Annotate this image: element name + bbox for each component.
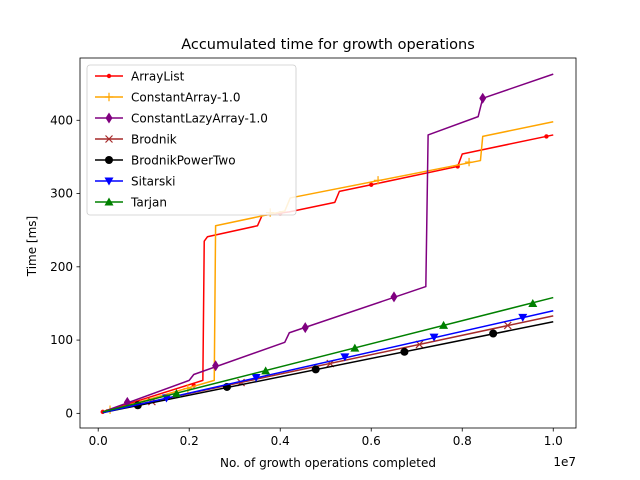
data-point-brodnikpowertwo-3 bbox=[400, 347, 409, 356]
legend-marker-constantlazyarray-1-0 bbox=[105, 112, 113, 124]
data-point-sitarski-4 bbox=[518, 313, 528, 322]
legend-item-brodnikpowertwo: BrodnikPowerTwo bbox=[95, 154, 236, 168]
legend-box bbox=[86, 64, 297, 216]
data-point-constantlazyarray-1-0-4 bbox=[479, 92, 487, 104]
legend-marker-brodnikpowertwo bbox=[105, 156, 113, 164]
x-tick-label-1: 0.2 bbox=[180, 434, 199, 448]
legend-item-arraylist: ArrayList bbox=[95, 70, 185, 84]
plot-area bbox=[100, 73, 554, 415]
data-point-tarjan-3 bbox=[439, 320, 449, 329]
series-brodnikpowertwo bbox=[102, 321, 554, 414]
data-point-sitarski-2 bbox=[340, 353, 350, 362]
series-line-constantlazyarray-1-0 bbox=[102, 73, 554, 413]
data-point-constantarray-1-0-1 bbox=[183, 384, 193, 393]
series-sitarski bbox=[102, 310, 554, 414]
legend-label-sitarski: Sitarski bbox=[131, 175, 175, 189]
y-tick-label-4: 400 bbox=[50, 113, 73, 127]
y-tick-label-1: 100 bbox=[50, 333, 73, 347]
legend-item-sitarski: Sitarski bbox=[95, 175, 175, 189]
axes-frame bbox=[79, 57, 577, 429]
data-point-tarjan-1 bbox=[261, 366, 271, 375]
x-axis-label: No. of growth operations completed bbox=[220, 456, 436, 470]
axes: 0.0 0.2 0.4 0.6 0.8 1.0 0 100 200 300 400 bbox=[50, 57, 577, 448]
y-tick-label-0: 0 bbox=[65, 406, 73, 420]
x-tick-label-5: 1.0 bbox=[544, 434, 563, 448]
legend-marker-tarjan bbox=[104, 197, 114, 206]
data-point-brodnik-4 bbox=[503, 321, 512, 330]
data-point-brodnikpowertwo-2 bbox=[311, 365, 320, 374]
legend-item-constantlazyarray-1-0: ConstantLazyArray-1.0 bbox=[95, 112, 268, 126]
y-axis-label: Time [ms] bbox=[25, 216, 39, 278]
y-tick-label-2: 200 bbox=[50, 260, 73, 274]
data-point-tarjan-2 bbox=[350, 343, 360, 352]
data-point-tarjan-4 bbox=[528, 298, 538, 307]
data-point-constantarray-1-0-3 bbox=[373, 176, 383, 185]
legend-label-arraylist: ArrayList bbox=[131, 70, 185, 84]
x-tick-label-0: 0.0 bbox=[89, 434, 108, 448]
data-point-arraylist-3 bbox=[369, 182, 374, 187]
legend-label-brodnik: Brodnik bbox=[131, 133, 177, 147]
legend-marker-arraylist bbox=[106, 73, 112, 79]
data-point-sitarski-3 bbox=[429, 333, 439, 342]
y-tick-label-3: 300 bbox=[50, 187, 73, 201]
legend-marker-brodnik bbox=[105, 135, 113, 143]
legend-marker-sitarski bbox=[104, 177, 114, 186]
x-tick-label-3: 0.6 bbox=[362, 434, 381, 448]
legend-label-tarjan: Tarjan bbox=[130, 196, 167, 210]
data-point-arraylist-5 bbox=[544, 134, 549, 139]
data-point-tarjan-0 bbox=[171, 389, 181, 398]
legend: ArrayList ConstantArray-1.0 ConstantLazyAr… bbox=[86, 64, 297, 216]
series-tarjan bbox=[102, 296, 554, 413]
legend-label-constantlazyarray-1-0: ConstantLazyArray-1.0 bbox=[131, 112, 268, 126]
series-line-tarjan bbox=[102, 296, 554, 413]
legend-item-tarjan: Tarjan bbox=[95, 196, 167, 210]
series-line-sitarski bbox=[102, 310, 554, 414]
data-point-constantarray-1-0-4 bbox=[464, 157, 474, 167]
legend-label-constantarray-1-0: ConstantArray-1.0 bbox=[131, 91, 240, 105]
x-tick-label-4: 0.8 bbox=[453, 434, 472, 448]
x-tick-label-2: 0.4 bbox=[271, 434, 290, 448]
data-point-sitarski-1 bbox=[251, 373, 261, 382]
data-point-constantlazyarray-1-0-1 bbox=[212, 360, 220, 372]
legend-item-constantarray-1-0: ConstantArray-1.0 bbox=[95, 91, 240, 105]
legend-label-brodnikpowertwo: BrodnikPowerTwo bbox=[131, 154, 236, 168]
legend-marker-constantarray-1-0 bbox=[104, 92, 114, 102]
series-line-brodnikpowertwo bbox=[102, 321, 554, 414]
x-offset-label: 1e7 bbox=[553, 455, 576, 469]
data-point-brodnikpowertwo-4 bbox=[489, 329, 498, 338]
chart-title: Accumulated time for growth operations bbox=[181, 37, 475, 53]
data-point-constantlazyarray-1-0-3 bbox=[390, 291, 398, 303]
legend-item-brodnik: Brodnik bbox=[95, 133, 177, 147]
data-point-constantlazyarray-1-0-2 bbox=[301, 322, 309, 334]
